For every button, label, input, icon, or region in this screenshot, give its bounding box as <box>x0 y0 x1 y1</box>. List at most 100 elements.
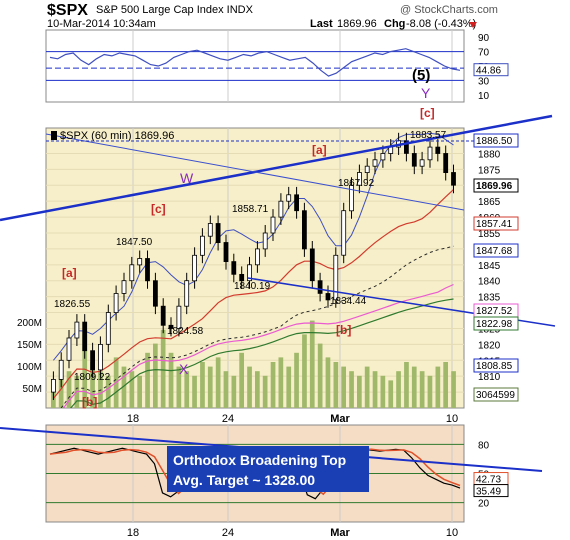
price-right-box <box>473 216 519 231</box>
ma-blue-line <box>53 132 454 361</box>
candle-body <box>356 172 362 186</box>
price-annotation: 1867.92 <box>338 178 375 189</box>
price-tick-label: 1840 <box>478 277 501 288</box>
price-right-box <box>473 316 519 331</box>
candle-body <box>137 258 143 266</box>
price-right-box <box>473 178 519 193</box>
candle-body <box>51 378 56 393</box>
wave-label-5: (5) <box>412 67 430 84</box>
price-right-box <box>473 243 519 258</box>
candle-body <box>372 159 378 167</box>
x-tick-label: 18 <box>127 527 139 539</box>
volume-bar <box>160 329 166 408</box>
macd-value-label: 42.73 <box>476 475 501 486</box>
x-tick-label: 18 <box>127 413 139 425</box>
rsi-tick-label: 10 <box>478 91 490 102</box>
watermark: @ StockCharts.com <box>400 4 498 16</box>
candle-body <box>411 153 417 167</box>
volume-bar <box>333 362 339 408</box>
wave-label-c-left: [c] <box>151 202 166 216</box>
x-tick-label: Mar <box>330 413 350 425</box>
wave-label-b-left: [b] <box>82 395 97 409</box>
volume-bar <box>411 366 417 408</box>
rsi-panel <box>45 29 465 103</box>
rsi-value-label: 44.86 <box>476 66 501 77</box>
volume-bar <box>98 371 103 408</box>
volume-bar <box>231 375 237 408</box>
candle-body <box>239 273 245 282</box>
volume-bar <box>215 357 221 408</box>
volume-bar <box>451 371 456 408</box>
candle-body <box>309 248 315 282</box>
axis-ticks: 18182424MarMar10101880187518701865186018… <box>17 33 501 539</box>
volume-bar <box>168 352 174 408</box>
candle-body <box>451 172 456 186</box>
volume-bar <box>357 375 362 408</box>
volume-bar <box>443 362 448 408</box>
candle-body <box>145 258 150 282</box>
candle-body <box>301 210 307 250</box>
volume-bar <box>317 343 323 408</box>
callout-line-1: Orthodox Broadening Top <box>173 452 346 468</box>
price-tick-label: 1855 <box>478 229 501 240</box>
wave-label-x: X <box>179 361 189 377</box>
candle-body <box>207 223 213 237</box>
wave-label-y: Y <box>421 85 431 101</box>
candle-body <box>199 235 205 256</box>
volume-bar <box>372 371 378 408</box>
price-tick-label: 1875 <box>478 165 501 176</box>
macd-tick-label: 20 <box>478 499 490 510</box>
price-right-box <box>473 387 519 402</box>
candle-body <box>247 264 252 282</box>
volume-bar <box>427 375 433 408</box>
candle-body <box>192 254 198 282</box>
price-legend: $SPX (60 min) 1869.96 <box>60 130 174 142</box>
price-annotation: 1809.22 <box>74 372 111 383</box>
macd-value-label: 35.49 <box>476 487 501 498</box>
wave-label-b-mid: [b] <box>336 323 351 337</box>
upper-trend-line <box>0 114 553 222</box>
volume-bar <box>435 366 441 408</box>
volume-bar <box>82 334 88 408</box>
volume-bar <box>200 362 205 408</box>
volume-bar <box>341 366 346 408</box>
volume-bar <box>364 366 370 408</box>
candle-body <box>90 350 95 371</box>
price-right-label: 1847.68 <box>476 246 513 257</box>
price-annotation: 1858.71 <box>232 204 269 215</box>
price-tick-label: 1865 <box>478 197 501 208</box>
price-annotation: 1883.57 <box>410 130 447 141</box>
candle-body <box>58 359 64 380</box>
candle-body <box>82 321 88 352</box>
candle-body <box>325 293 331 301</box>
x-tick-label: 24 <box>222 527 234 539</box>
rsi-series <box>49 48 461 77</box>
volume-bar <box>176 366 182 408</box>
rsi-tick-label: 90 <box>478 33 490 44</box>
price-right-box <box>473 133 519 148</box>
volume-bar <box>105 375 111 408</box>
candle-body <box>349 184 354 212</box>
candle-body <box>176 305 182 329</box>
callout-box <box>167 446 369 492</box>
volume-bar <box>380 375 386 408</box>
price-tick-label: 1820 <box>478 340 501 351</box>
volume-bar <box>223 371 229 408</box>
candle-body <box>419 159 425 167</box>
candle-body <box>443 153 449 174</box>
x-tick-label: 10 <box>446 413 458 425</box>
volume-bar <box>121 366 127 408</box>
candle-body <box>364 165 370 173</box>
volume-bar <box>404 362 409 408</box>
candle-body <box>254 248 260 266</box>
volume-bar <box>286 366 292 408</box>
volume-bar <box>396 371 401 408</box>
volume-bar <box>309 320 315 408</box>
candle-body <box>380 153 386 161</box>
candle-body <box>105 312 111 345</box>
price-tick-label: 1835 <box>478 293 501 304</box>
candle-body <box>129 264 135 282</box>
wave-label-c-top: [c] <box>420 106 435 120</box>
candle-body <box>270 216 276 234</box>
price-right-label: 1827.52 <box>476 306 513 317</box>
